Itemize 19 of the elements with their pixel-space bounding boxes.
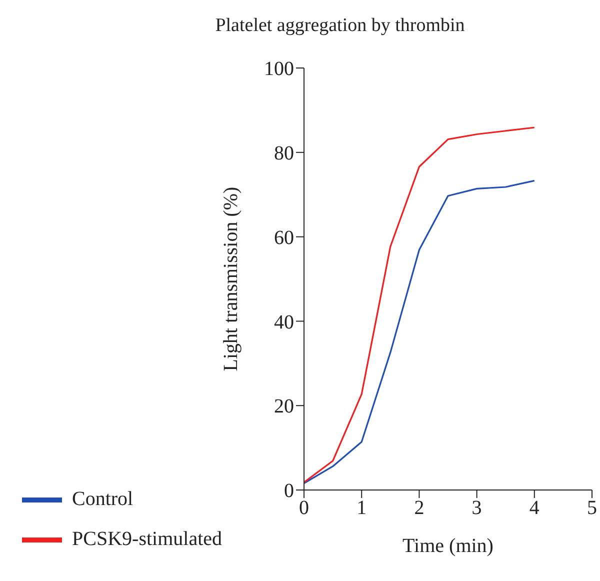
legend-label: PCSK9-stimulated: [72, 528, 222, 550]
line-series: [304, 126, 536, 484]
x-tick-label: 5: [587, 497, 597, 520]
x-tick-label: 2: [414, 497, 424, 520]
line-series: [304, 180, 536, 484]
y-tick-label: 0: [284, 480, 294, 502]
x-tick-label: 1: [356, 497, 367, 520]
y-tick-label: 60: [274, 226, 294, 249]
y-axis-title: Light transmission (%): [220, 186, 242, 372]
y-tick-label: 40: [274, 311, 294, 334]
y-tick-label: 100: [264, 58, 294, 80]
x-tick-label: 4: [529, 497, 540, 520]
y-tick-label: 80: [274, 142, 294, 164]
x-tick-label: 3: [472, 497, 482, 520]
y-tick-label: 20: [274, 396, 294, 418]
x-axis-title: Time (min): [402, 535, 494, 557]
x-tick-label: 0: [299, 497, 310, 520]
chart-title: Platelet aggregation by thrombin: [214, 14, 466, 38]
legend-label: Control: [72, 488, 134, 510]
